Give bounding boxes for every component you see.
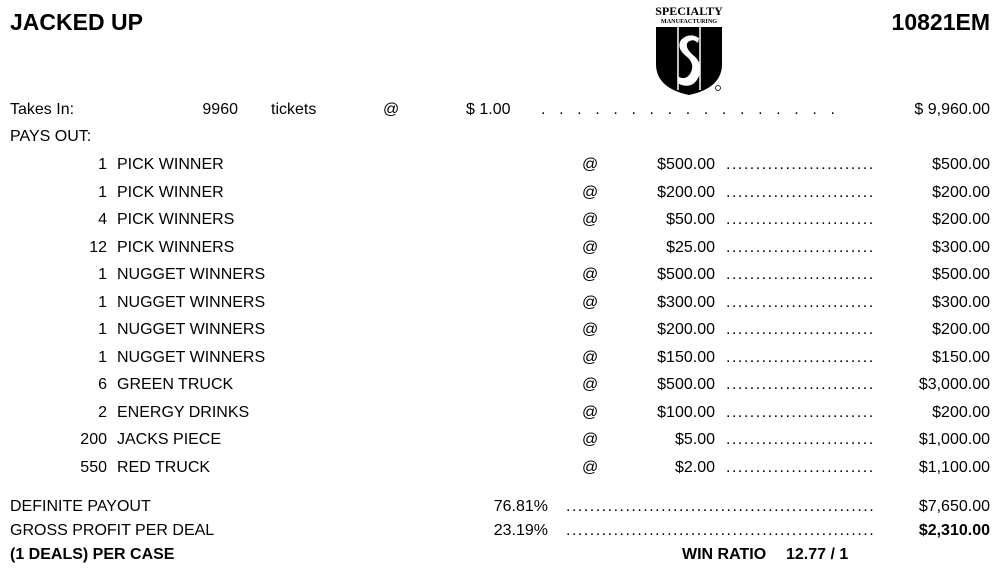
dot-leader: ........................................… [726,211,874,228]
payout-count: 1 [98,321,107,338]
gross-profit-label: GROSS PROFIT PER DEAL [10,522,215,539]
at-symbol: @ [383,101,400,118]
dot-leader: ........................................… [726,293,874,311]
payout-name: GREEN TRUCK [117,376,234,393]
payout-count: 6 [98,376,107,393]
payout-count: 2 [98,403,107,421]
payout-total: $300.00 [932,238,990,256]
payout-total: $200.00 [932,211,990,228]
game-title: JACKED UP [10,9,143,35]
payout-total: $500.00 [932,156,990,173]
payout-total: $1,100.00 [918,458,990,476]
at-symbol: @ [582,238,599,256]
at-symbol: @ [582,431,599,448]
payout-name: RED TRUCK [117,458,211,476]
svg-text:MANUFACTURING: MANUFACTURING [661,18,717,25]
dot-leader: ........................................… [726,156,874,173]
form-number: 10821EM [891,9,990,35]
payout-total: $200.00 [932,321,990,338]
takes-in-total: $ 9,960.00 [914,101,990,118]
dot-leader: ........................................… [726,238,874,256]
dot-leader: ........................................… [726,321,874,338]
payout-price: $200.00 [657,183,715,201]
payout-name: NUGGET WINNERS [117,293,266,311]
at-symbol: @ [582,156,599,173]
payout-price: $100.00 [657,403,715,421]
payout-price: $500.00 [657,376,715,393]
payout-price: $50.00 [666,211,715,228]
payout-name: NUGGET WINNERS [117,321,266,338]
at-symbol: @ [582,211,599,228]
definite-payout-percent: 76.81% [493,498,548,515]
at-symbol: @ [582,348,599,366]
at-symbol: @ [582,403,599,421]
payout-price: $25.00 [666,238,715,256]
payout-total: $200.00 [932,183,990,201]
payout-name: NUGGET WINNERS [117,348,266,366]
payout-name: PICK WINNER [117,183,224,201]
svg-text:SPECIALTY: SPECIALTY [655,4,723,18]
payout-name: PICK WINNER [117,156,224,173]
specialty-manufacturing-logo: SPECIALTY MANUFACTURING [655,4,723,95]
dot-leader: ........................................… [726,348,874,366]
at-symbol: @ [582,183,599,201]
win-ratio-label: WIN RATIO [682,546,767,563]
pays-out-label: PAYS OUT: [10,128,92,145]
definite-payout-label: DEFINITE PAYOUT [10,498,151,515]
deals-per-case: (1 DEALS) PER CASE [10,546,175,563]
dot-leader: ........................................… [726,183,874,201]
payout-count: 1 [98,266,107,283]
payout-name: NUGGET WINNERS [117,266,266,283]
payout-total: $3,000.00 [918,376,990,393]
dot-leader: ........................................… [566,498,874,515]
takes-in-label: Takes In: [10,101,75,118]
at-symbol: @ [582,458,599,476]
payout-total: $500.00 [932,266,990,283]
ticket-count: 9960 [202,101,238,118]
ticket-unit: tickets [271,101,317,118]
payout-count: 200 [80,431,107,448]
payout-count: 4 [98,211,107,228]
payout-name: PICK WINNERS [117,211,235,228]
payout-total: $200.00 [932,403,990,421]
payout-total: $150.00 [932,348,990,366]
gross-profit-percent: 23.19% [493,522,548,539]
at-symbol: @ [582,266,599,283]
dot-leader: ........................................… [726,266,874,283]
at-symbol: @ [582,376,599,393]
payout-count: 12 [89,238,107,256]
dot-leader: ........................................… [726,458,874,476]
dot-leader: ........................................… [726,376,874,393]
dot-leader: ........................................… [726,431,874,448]
dot-leader: ........................................… [726,403,874,421]
payout-price: $150.00 [657,348,715,366]
payout-count: 1 [98,348,107,366]
dot-leader: . . . . . . . . . . . . . . . . . . . . … [541,101,839,118]
payout-price: $500.00 [657,156,715,173]
payout-total: $1,000.00 [918,431,990,448]
payout-price: $300.00 [657,293,715,311]
payout-name: PICK WINNERS [117,238,235,256]
ticket-price: $ 1.00 [466,101,511,118]
payout-price: $2.00 [674,458,715,476]
payout-name: JACKS PIECE [117,431,222,448]
payout-count: 1 [98,183,107,201]
payout-count: 1 [98,293,107,311]
at-symbol: @ [582,293,599,311]
payout-count: 1 [98,156,107,173]
dot-leader: ........................................… [566,522,874,539]
at-symbol: @ [582,321,599,338]
definite-payout-total: $7,650.00 [918,498,990,515]
payout-total: $300.00 [932,293,990,311]
gross-profit-total: $2,310.00 [918,522,990,539]
payout-price: $5.00 [674,431,715,448]
win-ratio-value: 12.77 / 1 [786,546,849,563]
payout-name: ENERGY DRINKS [117,403,250,421]
payout-price: $200.00 [657,321,715,338]
payout-price: $500.00 [657,266,715,283]
payout-count: 550 [80,458,107,476]
